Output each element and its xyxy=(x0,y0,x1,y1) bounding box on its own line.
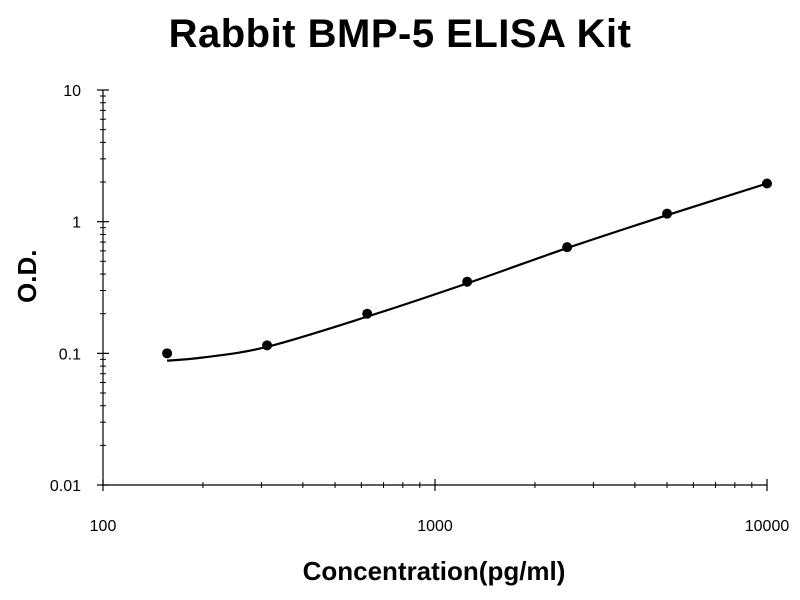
x-tick-label: 10000 xyxy=(745,518,790,535)
data-point xyxy=(362,308,373,319)
data-point xyxy=(662,208,673,219)
y-tick-label: 10 xyxy=(63,83,81,100)
data-point xyxy=(562,242,573,253)
x-axis-label: Concentration(pg/ml) xyxy=(302,556,566,586)
y-tick-label: 0.1 xyxy=(59,346,81,363)
chart-title: Rabbit BMP-5 ELISA Kit xyxy=(168,12,632,56)
data-point xyxy=(762,178,772,189)
y-tick-label: 0.01 xyxy=(50,478,81,495)
data-point xyxy=(462,276,473,287)
data-point xyxy=(262,340,273,351)
x-tick-label: 1000 xyxy=(417,518,453,535)
y-tick-label: 1 xyxy=(72,215,81,232)
data-point xyxy=(162,348,173,359)
x-tick-label: 100 xyxy=(90,518,117,535)
fit-curve xyxy=(167,182,768,362)
